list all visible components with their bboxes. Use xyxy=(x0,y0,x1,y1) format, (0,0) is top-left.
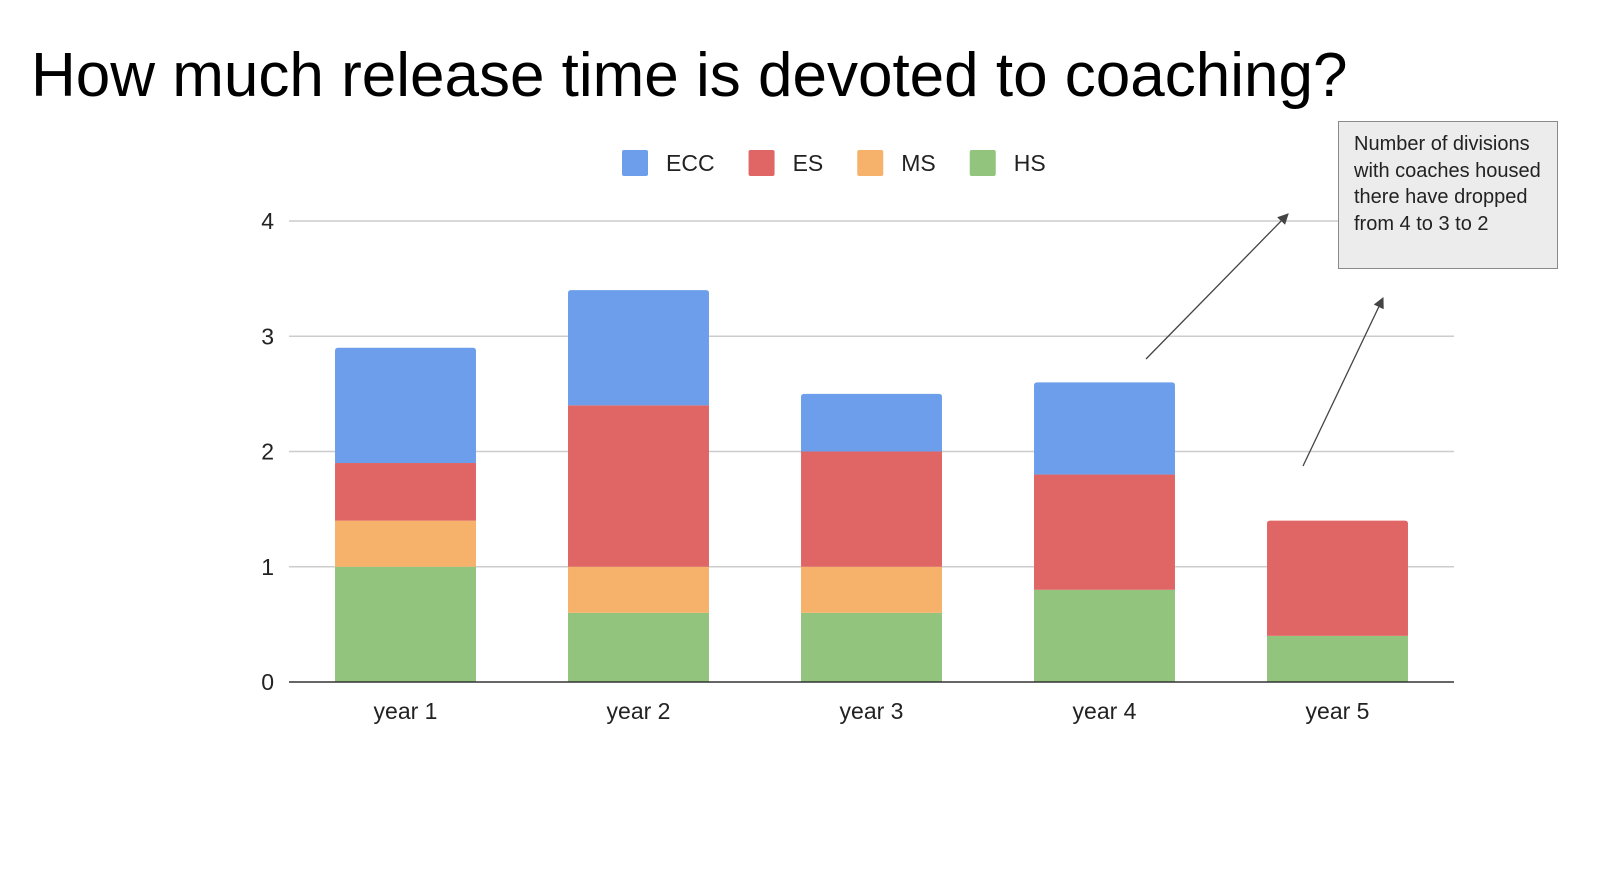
bar-year-5-es xyxy=(1267,520,1408,636)
legend-swatch-ecc xyxy=(622,150,648,176)
x-tick-label-year-3: year 3 xyxy=(840,698,904,724)
x-axis-tick-labels: year 1 year 2 year 3 year 4 year 5 xyxy=(374,698,1370,724)
annotation-callout: Number of divisions with coaches housed … xyxy=(1338,121,1558,269)
y-tick-label-0: 0 xyxy=(261,669,274,695)
slide-title: How much release time is devoted to coac… xyxy=(31,41,1348,110)
bar-year-3-hs xyxy=(801,612,942,682)
bar-year-5-hs xyxy=(1267,635,1408,682)
legend: ECC ES MS HS xyxy=(622,150,1046,176)
x-tick-label-year-2: year 2 xyxy=(607,698,671,724)
bar-year-1-hs xyxy=(335,566,476,682)
x-tick-label-year-4: year 4 xyxy=(1073,698,1137,724)
annotation-text: Number of divisions with coaches housed … xyxy=(1354,133,1541,235)
bar-year-2-hs xyxy=(568,612,709,682)
bars xyxy=(335,290,1408,682)
legend-label-es: ES xyxy=(793,150,824,176)
legend-swatch-ms xyxy=(857,150,884,176)
bar-year-1-es xyxy=(335,463,476,521)
annotation-arrow-upper xyxy=(1145,213,1289,360)
legend-swatch-es xyxy=(748,150,775,176)
bar-year-4-es xyxy=(1034,474,1175,590)
annotation-arrow-lower xyxy=(1302,297,1384,467)
y-tick-label-1: 1 xyxy=(261,554,274,580)
y-axis-tick-labels: 0 1 2 3 4 xyxy=(261,208,274,695)
y-tick-label-3: 3 xyxy=(261,323,274,349)
bar-year-3-es xyxy=(801,451,942,567)
bar-year-2-es xyxy=(568,405,709,567)
bar-year-4-ecc xyxy=(1034,382,1175,475)
bar-year-3-ms xyxy=(801,566,942,613)
legend-swatch-hs xyxy=(969,150,996,176)
bar-year-2-ecc xyxy=(568,290,709,406)
legend-label-hs: HS xyxy=(1014,150,1046,176)
bar-year-3-ecc xyxy=(801,393,942,452)
bar-year-1-ms xyxy=(335,520,476,567)
legend-label-ecc: ECC xyxy=(666,150,715,176)
y-tick-label-4: 4 xyxy=(261,208,274,234)
x-tick-label-year-1: year 1 xyxy=(374,698,438,724)
x-tick-label-year-5: year 5 xyxy=(1306,698,1370,724)
legend-label-ms: MS xyxy=(901,150,936,176)
y-tick-label-2: 2 xyxy=(261,439,274,465)
bar-year-1-ecc xyxy=(335,347,476,464)
bar-year-4-hs xyxy=(1034,589,1175,682)
bar-year-2-ms xyxy=(568,566,709,613)
